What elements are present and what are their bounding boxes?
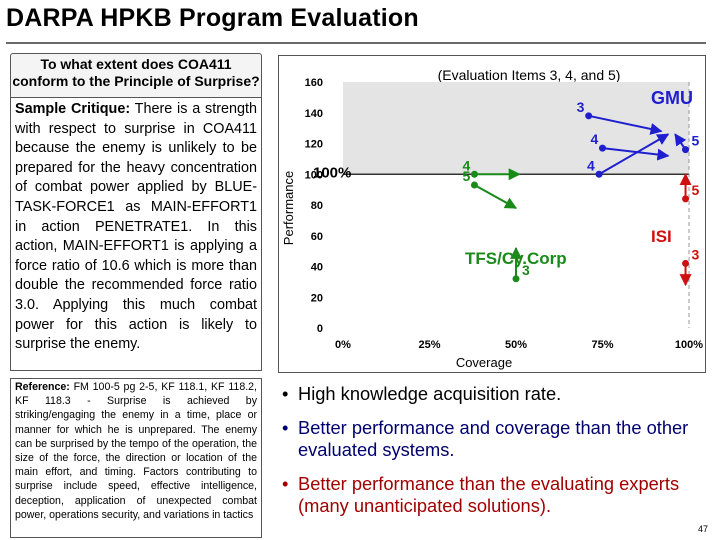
critique-label: Sample Critique: (15, 101, 131, 117)
y-tick-label: 0 (317, 323, 323, 335)
evaluation-item-label: 4 (591, 131, 599, 147)
evaluation-point (595, 170, 603, 178)
evaluation-arrow (602, 147, 670, 161)
x-tick-label: 75% (591, 339, 613, 351)
findings-list: • High knowledge acquisition rate. • Bette… (282, 383, 692, 529)
y-tick-label: 120 (305, 139, 323, 151)
evaluation-arrow (588, 114, 663, 135)
evaluation-point (682, 259, 690, 267)
evaluation-item-label: 5 (692, 133, 700, 149)
reference-label: Reference: (15, 381, 70, 393)
x-tick-label: 50% (505, 339, 527, 351)
series-label-tfs: TFS/Cy.Corp (465, 249, 567, 268)
y-axis-label: Performance (281, 171, 296, 245)
x-tick-label: 0% (335, 339, 351, 351)
evaluation-point (585, 112, 593, 120)
y-tick-label: 60 (311, 231, 323, 243)
y-tick-label: 100 (305, 169, 323, 181)
y-tick-label: 160 (305, 77, 323, 89)
y-tick-label: 40 (311, 262, 323, 274)
reference-line-label: 100% (313, 164, 351, 181)
finding-item: • Better performance and coverage than th… (282, 417, 689, 460)
evaluation-arrow (473, 184, 518, 209)
bullet-dot-icon: • (282, 473, 289, 494)
x-tick-label: 25% (418, 339, 440, 351)
evaluation-item-label: 5 (462, 168, 470, 184)
bullet-dot-icon: • (282, 417, 289, 438)
y-tick-label: 140 (305, 108, 323, 120)
page-number: 47 (697, 524, 708, 534)
y-tick-label: 80 (311, 200, 323, 212)
chart-title: (Evaluation Items 3, 4, and 5) (438, 67, 621, 83)
critique-text: There is a strength with respect to surp… (15, 101, 257, 353)
evaluation-point (682, 195, 690, 203)
reference-box: Reference: FM 100-5 pg 2-5, KF 118.1, KF… (10, 378, 262, 538)
series-label-gmu: GMU (651, 88, 693, 108)
evaluation-item-label: 4 (587, 157, 595, 173)
evaluation-item-label: 3 (577, 99, 585, 115)
evaluation-arrow (598, 133, 670, 176)
evaluation-item-label: 3 (692, 246, 700, 262)
slide-title: DARPA HPKB Program Evaluation (6, 4, 419, 32)
evaluation-point (470, 181, 478, 189)
finding-item: • High knowledge acquisition rate. (282, 383, 562, 404)
evaluation-point (470, 170, 478, 178)
evaluation-chart: (Evaluation Items 3, 4, and 5) Performan… (281, 67, 703, 370)
title-divider (6, 42, 706, 44)
chart-panel: (Evaluation Items 3, 4, and 5) Performan… (278, 55, 706, 373)
finding-item: • Better performance than the evaluating … (282, 473, 680, 516)
above-baseline-region (343, 82, 689, 175)
series-label-isi: ISI (651, 227, 672, 246)
x-tick-label: 100% (675, 339, 703, 351)
evaluation-item-label: 5 (692, 182, 700, 198)
x-axis-label: Coverage (456, 355, 512, 370)
evaluation-item-label: 4 (462, 157, 470, 173)
reference-text: FM 100-5 pg 2-5, KF 118.1, KF 118.2, KF … (15, 381, 257, 521)
evaluation-point (682, 146, 690, 154)
question-box: To what extent does COA411 conform to th… (10, 53, 262, 99)
evaluation-point (599, 144, 606, 152)
y-tick-label: 20 (311, 292, 323, 304)
bullet-dot-icon: • (282, 383, 289, 404)
evaluation-point (512, 275, 520, 283)
sample-critique-box: Sample Critique: There is a strength wit… (10, 97, 262, 371)
evaluation-item-label: 3 (522, 262, 530, 278)
